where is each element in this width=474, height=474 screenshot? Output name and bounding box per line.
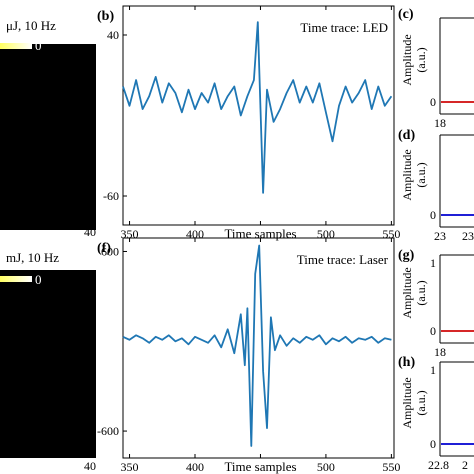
x-axis-label: Time samples [224,459,296,474]
colorbar-a-label: 0 [35,38,42,53]
plot-frame [122,237,395,459]
right-xtick-left: 18 [434,345,446,359]
panel-e-title: mJ, 10 Hz [6,250,59,265]
right-xtick-right: 2 [462,458,468,472]
series-line [122,244,392,447]
panel-e-xtick: 40 [84,459,96,473]
right-ylabel-line2: (a.u.) [414,390,428,415]
panel-a-xtick: 40 [84,225,96,239]
x-axis-label: Time samples [224,226,296,241]
panel-e: mJ, 10 Hz 0 40 [0,250,96,473]
right-xtick-left: 22.8 [428,458,449,472]
right-ylabel-line2: (a.u.) [414,280,428,305]
heatmap-a [0,44,96,230]
right-ylabel-line1: Amplitude [400,377,414,428]
panel-a-title: μJ, 10 Hz [6,18,56,33]
annotation: Time trace: Laser [297,252,389,267]
right-ylabel-line2: (a.u.) [414,162,428,187]
panel-label: (d) [398,128,415,143]
y-tick-label: -600 [97,424,119,438]
right-ytick-top: 1 [430,256,436,270]
x-tick-label: 550 [382,460,400,474]
right-ylabel-line1: Amplitude [400,267,414,318]
right-ylabel-line2: (a.u.) [414,47,428,72]
panel-label: (g) [398,248,415,263]
panel-label: (c) [398,7,414,22]
plot-frame [122,5,395,226]
x-tick-label: 400 [186,460,204,474]
panel-label: (h) [398,355,415,370]
right-xtick-left: 18 [434,116,446,130]
right-ytick-top: 1 [430,363,436,377]
right-ytick-zero: 0 [430,324,436,338]
y-tick-label: 40 [107,28,119,42]
heatmap-e [0,270,96,458]
right-ytick-zero: 0 [430,95,436,109]
panel-label: (f) [97,241,111,256]
right-xtick-right: 23 [462,229,474,243]
right-xtick-left: 23 [434,229,446,243]
y-axis-label: Amplitude (a.u.) [77,72,92,158]
panel-label: (b) [97,9,114,24]
right-ylabel-line1: Amplitude [400,149,414,200]
y-tick-label: -60 [103,189,119,203]
right-panels: (c)Amplitude (a.u.)018(d)Amplitude (a.u.)0… [398,7,474,472]
y-tick-label: 600 [101,244,119,258]
right-ytick-zero: 0 [430,208,436,222]
right-ytick-zero: 0 [430,437,436,451]
colorbar-e [0,276,32,282]
annotation: Time trace: LED [300,20,388,35]
series-line [122,21,393,194]
panel-a: μJ, 10 Hz 0 40 [0,18,96,239]
chart-laser-time-trace: 350 400 500 550 600 -600 (f) Time trace: Laser T… [77,237,400,474]
x-tick-label: 350 [121,460,139,474]
y-axis-label: Amplitude (a.u.) [77,305,92,391]
x-tick-label: 500 [317,460,335,474]
colorbar-a [0,43,32,49]
colorbar-e-label: 0 [35,272,42,287]
right-ylabel-line1: Amplitude [400,34,414,85]
